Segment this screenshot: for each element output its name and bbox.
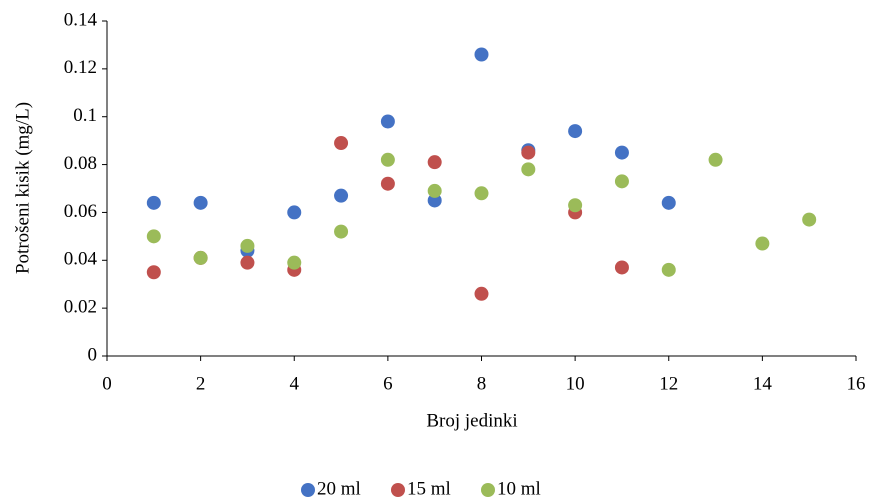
scatter-point xyxy=(146,195,161,210)
scatter-point xyxy=(240,255,255,270)
legend-label: 15 ml xyxy=(407,478,451,499)
scatter-point xyxy=(802,212,817,227)
scatter-point xyxy=(287,205,302,220)
scatter-point xyxy=(146,229,161,244)
x-tick-label: 10 xyxy=(566,373,585,394)
scatter-point xyxy=(380,114,395,129)
legend-label: 20 ml xyxy=(317,478,361,499)
x-tick-label: 0 xyxy=(102,373,112,394)
scatter-point xyxy=(334,188,349,203)
legend-marker xyxy=(391,483,405,497)
legend-marker xyxy=(301,483,315,497)
y-tick-label: 0.02 xyxy=(64,297,97,318)
scatter-point xyxy=(708,152,723,167)
legend-marker xyxy=(481,483,495,497)
scatter-point xyxy=(427,155,442,170)
scatter-point xyxy=(240,238,255,253)
scatter-point xyxy=(474,186,489,201)
y-tick-label: 0.08 xyxy=(64,153,97,174)
scatter-point xyxy=(380,152,395,167)
x-tick-label: 4 xyxy=(290,373,300,394)
scatter-point xyxy=(661,262,676,277)
scatter-point xyxy=(568,124,583,139)
scatter-point xyxy=(193,250,208,265)
x-tick-label: 14 xyxy=(753,373,773,394)
scatter-point xyxy=(614,145,629,160)
x-axis-label: Broj jedinki xyxy=(426,410,517,431)
x-tick-label: 8 xyxy=(477,373,487,394)
scatter-point xyxy=(380,176,395,191)
x-tick-label: 16 xyxy=(847,373,866,394)
scatter-point xyxy=(474,286,489,301)
y-tick-label: 0.04 xyxy=(64,249,98,270)
scatter-point xyxy=(521,145,536,160)
x-tick-label: 6 xyxy=(383,373,393,394)
scatter-point xyxy=(755,236,770,251)
y-tick-label: 0.1 xyxy=(73,105,97,126)
y-axis-label: Potrošeni kisik (mg/L) xyxy=(12,102,33,274)
legend-label: 10 ml xyxy=(497,478,541,499)
scatter-point xyxy=(568,198,583,213)
scatter-point xyxy=(334,224,349,239)
y-tick-label: 0 xyxy=(88,344,98,365)
x-tick-label: 12 xyxy=(659,373,678,394)
scatter-point xyxy=(427,183,442,198)
y-tick-label: 0.14 xyxy=(64,9,98,30)
scatter-point xyxy=(193,195,208,210)
scatter-point xyxy=(661,195,676,210)
scatter-point xyxy=(334,136,349,151)
y-tick-label: 0.12 xyxy=(64,57,97,78)
scatter-point xyxy=(614,260,629,275)
x-tick-label: 2 xyxy=(196,373,206,394)
y-tick-label: 0.06 xyxy=(64,201,97,222)
scatter-point xyxy=(287,255,302,270)
scatter-point xyxy=(427,193,442,208)
scatter-point xyxy=(521,162,536,177)
scatter-point xyxy=(474,47,489,62)
scatter-point xyxy=(614,174,629,189)
scatter-point xyxy=(146,265,161,280)
